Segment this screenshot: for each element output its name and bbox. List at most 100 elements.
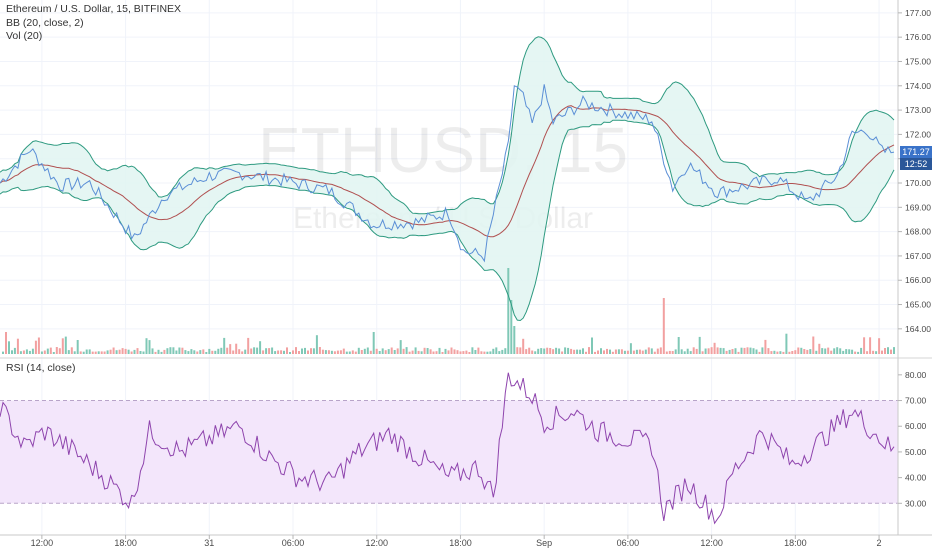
volume-bar xyxy=(558,348,561,354)
volume-bar xyxy=(357,347,360,354)
volume-bar xyxy=(247,337,250,354)
volume-bar xyxy=(665,351,668,354)
volume-bar xyxy=(157,349,160,354)
time-tick-label: 18:00 xyxy=(114,538,137,548)
volume-bar xyxy=(875,351,878,354)
volume-bar xyxy=(752,348,755,354)
chart-grid xyxy=(0,0,898,535)
volume-bar xyxy=(686,348,689,354)
volume-bar xyxy=(342,348,345,354)
volume-bar xyxy=(310,348,312,354)
bb-legend[interactable]: BB (20, close, 2) xyxy=(6,17,84,29)
volume-bar xyxy=(866,351,869,354)
volume-bar xyxy=(8,341,10,354)
volume-bar xyxy=(178,347,181,354)
volume-bar xyxy=(555,347,558,354)
volume-bar xyxy=(833,348,836,354)
volume-bar xyxy=(809,349,812,354)
price-tick-label: 169.00 xyxy=(905,202,931,212)
rsi-line xyxy=(0,372,895,525)
volume-bar xyxy=(725,350,728,354)
volume-legend[interactable]: Vol (20) xyxy=(6,30,43,42)
volume-bar xyxy=(31,348,34,354)
volume-bar xyxy=(318,347,321,354)
volume-bar xyxy=(169,347,172,354)
volume-bar xyxy=(127,349,130,354)
volume-bar xyxy=(641,350,644,354)
volume-bar xyxy=(456,350,459,354)
volume-bar xyxy=(271,347,274,354)
volume-bar xyxy=(34,340,37,354)
symbol-title[interactable]: Ethereum / U.S. Dollar, 15, BITFINEX xyxy=(6,3,182,15)
volume-bar xyxy=(73,351,76,354)
volume-bar xyxy=(444,348,447,354)
volume-bar xyxy=(707,348,710,354)
volume-bar xyxy=(872,350,875,354)
volume-bar xyxy=(531,350,534,354)
volume-bar xyxy=(259,341,262,354)
volume-bar xyxy=(803,349,806,354)
time-tick-label: 06:00 xyxy=(282,538,305,548)
volume-bar xyxy=(842,350,845,354)
volume-bar xyxy=(363,348,366,354)
volume-bar xyxy=(103,351,106,354)
volume-bar xyxy=(869,337,872,354)
volume-bar xyxy=(163,349,166,354)
volume-bar xyxy=(498,351,501,354)
volume-bar xyxy=(818,343,821,354)
volume-bar xyxy=(788,351,791,354)
volume-bar xyxy=(564,347,567,354)
volume-bar xyxy=(746,347,749,354)
volume-bar xyxy=(411,350,414,354)
volume-bar xyxy=(890,349,892,354)
bollinger-lower-band xyxy=(0,119,895,322)
volume-bar xyxy=(504,348,507,354)
rsi-legend[interactable]: RSI (14, close) xyxy=(6,362,76,374)
volume-bar xyxy=(749,347,752,354)
volume-bar xyxy=(435,351,438,354)
volume-bar xyxy=(495,347,498,354)
volume-bar xyxy=(175,350,178,354)
volume-bar xyxy=(501,349,504,354)
volume-bar xyxy=(785,333,788,354)
volume-bar xyxy=(61,338,64,354)
volume-bar xyxy=(298,351,300,354)
volume-bar xyxy=(881,350,883,354)
volume-bar xyxy=(854,351,857,354)
price-tick-label: 168.00 xyxy=(905,227,931,237)
volume-bar xyxy=(848,349,851,354)
price-line xyxy=(0,84,895,263)
volume-bar xyxy=(307,350,309,354)
volume-bar xyxy=(190,349,193,354)
volume-bar xyxy=(214,350,217,354)
volume-bar xyxy=(79,351,82,354)
volume-bar xyxy=(683,351,686,354)
volume-bar xyxy=(489,351,492,354)
volume-bar xyxy=(791,351,794,354)
volume-bar xyxy=(713,342,716,354)
volume-bar xyxy=(480,351,483,354)
volume-bar xyxy=(884,348,886,354)
rsi-axis-ticks: 30.00 40.00 50.00 60.00 70.00 80.00 xyxy=(898,370,927,508)
time-tick-label: 2 xyxy=(877,538,882,548)
price-tick-label: 173.00 xyxy=(905,105,931,115)
volume-bar xyxy=(381,348,384,354)
volume-bar xyxy=(477,347,480,354)
volume-bar xyxy=(292,350,294,354)
volume-bar xyxy=(40,351,43,354)
volume-bar xyxy=(582,348,584,354)
volume-bar xyxy=(860,347,863,354)
volume-bar xyxy=(734,348,737,354)
volume-bar xyxy=(567,347,570,354)
volume-bar xyxy=(393,350,396,354)
volume-bar xyxy=(540,348,543,354)
volume-bar xyxy=(824,348,827,354)
volume-bar xyxy=(465,350,468,354)
volume-bar xyxy=(770,351,773,354)
volume-bar xyxy=(893,347,895,354)
volume-bar xyxy=(327,350,330,354)
volume-bar xyxy=(172,347,175,354)
volume-bar xyxy=(516,347,519,354)
volume-bar xyxy=(121,348,124,354)
